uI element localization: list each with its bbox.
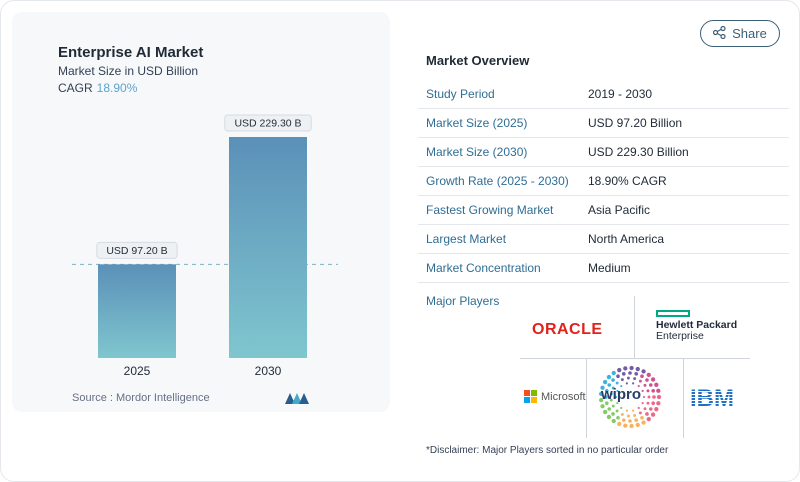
data-label: USD 97.20 B [106, 245, 167, 257]
chart-card [12, 12, 390, 412]
row-label: Growth Rate (2025 - 2030) [426, 174, 569, 188]
hpe-name-line1: Hewlett Packard [656, 319, 738, 331]
wipro-dots-icon [599, 365, 662, 429]
row-label: Study Period [426, 87, 495, 101]
ibm-logo: IBM [690, 385, 746, 413]
x-tick-label: 2025 [124, 364, 151, 378]
hpe-mark-icon [656, 310, 690, 317]
chart-title: Enterprise AI Market [58, 44, 204, 61]
microsoft-logo: Microsoft [524, 390, 586, 403]
row-label: Fastest Growing Market [426, 203, 554, 217]
hpe-logo: Hewlett Packard Enterprise [656, 310, 737, 342]
player-divider [586, 358, 587, 438]
player-divider [520, 358, 750, 359]
share-label: Share [732, 26, 767, 41]
row-label: Market Size (2025) [426, 116, 528, 130]
table-row: Fastest Growing Market Asia Pacific [418, 196, 789, 225]
microsoft-name: Microsoft [541, 390, 586, 403]
wipro-logo: wipro [598, 365, 662, 429]
row-value: Asia Pacific [588, 203, 651, 217]
data-label: USD 229.30 B [234, 118, 301, 130]
microsoft-windows-icon [524, 390, 537, 403]
row-value: 18.90% CAGR [588, 174, 667, 188]
overview-title: Market Overview [426, 53, 530, 68]
row-value: USD 229.30 Billion [588, 145, 689, 159]
chart-source: Source : Mordor Intelligence [72, 392, 210, 404]
row-value: 2019 - 2030 [588, 87, 653, 101]
table-row: Growth Rate (2025 - 2030) 18.90% CAGR [418, 167, 789, 196]
overview-table: Study Period 2019 - 2030 Market Size (20… [418, 80, 789, 283]
table-row: Market Size (2025) USD 97.20 Billion [418, 109, 789, 138]
ibm-striped-wordmark: IBM [690, 385, 734, 412]
bar [98, 264, 176, 358]
share-button[interactable]: Share [700, 20, 780, 47]
disclaimer: *Disclaimer: Major Players sorted in no … [426, 445, 669, 456]
row-value: USD 97.20 Billion [588, 116, 683, 130]
chart-subtitle: Market Size in USD Billion [58, 64, 199, 78]
x-tick-label: 2030 [255, 364, 282, 378]
chart-cagr: CAGR 18.90% [58, 81, 137, 95]
bar-chart: USD 97.20 B 2025 USD 229.30 B 2030 [72, 114, 338, 378]
bar [229, 137, 307, 358]
row-value: Medium [588, 261, 631, 275]
data-label-box [224, 114, 312, 132]
data-label-box [96, 241, 178, 259]
table-row: Market Size (2030) USD 229.30 Billion [418, 138, 789, 167]
cagr-value: 18.90% [96, 81, 138, 95]
row-label: Market Size (2030) [426, 145, 528, 159]
row-label: Largest Market [426, 232, 507, 246]
ibm-text: IBM [690, 386, 734, 408]
hpe-name-line2: Enterprise [656, 330, 704, 342]
row-label: Market Concentration [426, 261, 541, 275]
table-row: Market Concentration Medium [418, 254, 789, 283]
wipro-name: wipro [601, 386, 641, 403]
row-value: North America [588, 232, 665, 246]
table-row: Largest Market North America [418, 225, 789, 254]
cagr-label: CAGR [58, 81, 93, 95]
mordor-intelligence-logo [284, 391, 310, 410]
player-divider [634, 296, 635, 358]
oracle-logo: ORACLE [532, 321, 603, 338]
share-icon [713, 25, 726, 42]
player-divider [683, 358, 684, 438]
table-row: Study Period 2019 - 2030 [418, 80, 789, 109]
major-players-label: Major Players [426, 294, 500, 308]
